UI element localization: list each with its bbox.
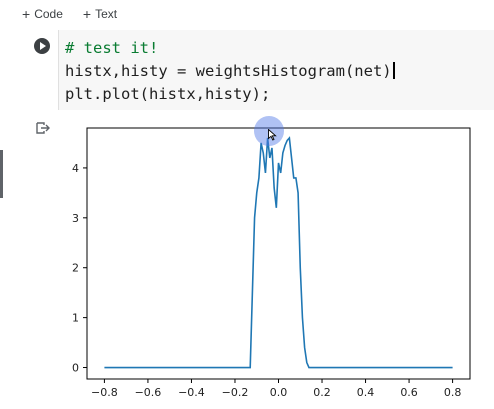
x-tick-label: −0.8 <box>91 386 118 399</box>
x-tick-label: 0.2 <box>313 386 331 399</box>
y-tick-label: 3 <box>72 212 79 225</box>
x-axis-ticks: −0.8 −0.6 −0.4 −0.2 0.0 0.2 0.4 0.6 0.8 <box>91 379 461 399</box>
y-tick-label: 2 <box>72 262 79 275</box>
output-redirect-icon[interactable] <box>36 121 50 134</box>
code-line-3: plt.plot(histx,histy); <box>65 85 271 103</box>
scroll-indicator <box>0 150 3 198</box>
text-caret <box>392 62 395 79</box>
add-text-button[interactable]: + Text <box>79 7 121 21</box>
cell-gutter <box>25 30 58 110</box>
mouse-pointer-icon <box>268 129 277 141</box>
line-chart: −0.8 −0.6 −0.4 −0.2 0.0 0.2 0.4 0.6 0.8 0 1 2 3 4 <box>72 127 471 399</box>
notebook-toolbar: + Code + Text <box>0 0 494 28</box>
code-editor[interactable]: # test it! histx,histy = weightsHistogra… <box>58 30 494 110</box>
x-tick-label: −0.6 <box>135 386 162 399</box>
plus-icon: + <box>22 6 31 22</box>
code-line-2-text: histx,histy = weightsHistogram(net) <box>65 62 392 80</box>
add-code-label: Code <box>34 7 63 21</box>
code-line-2: histx,histy = weightsHistogram(net) <box>65 62 395 80</box>
code-line-1: # test it! <box>65 39 159 57</box>
x-tick-label: −0.2 <box>222 386 249 399</box>
add-code-button[interactable]: + Code <box>18 7 67 21</box>
x-tick-label: −0.4 <box>178 386 205 399</box>
code-cell[interactable]: # test it! histx,histy = weightsHistogra… <box>25 30 494 110</box>
series-line <box>104 136 453 369</box>
x-tick-label: 0.8 <box>444 386 462 399</box>
add-text-label: Text <box>95 7 118 21</box>
y-tick-label: 1 <box>72 312 79 325</box>
plus-icon: + <box>82 6 92 22</box>
y-tick-label: 4 <box>72 162 79 175</box>
x-tick-label: 0.0 <box>270 386 288 399</box>
y-axis-ticks: 0 1 2 3 4 <box>72 162 87 375</box>
run-cell-button[interactable] <box>34 38 50 54</box>
y-tick-label: 0 <box>72 362 79 375</box>
x-tick-label: 0.6 <box>400 386 418 399</box>
x-tick-label: 0.4 <box>357 386 375 399</box>
